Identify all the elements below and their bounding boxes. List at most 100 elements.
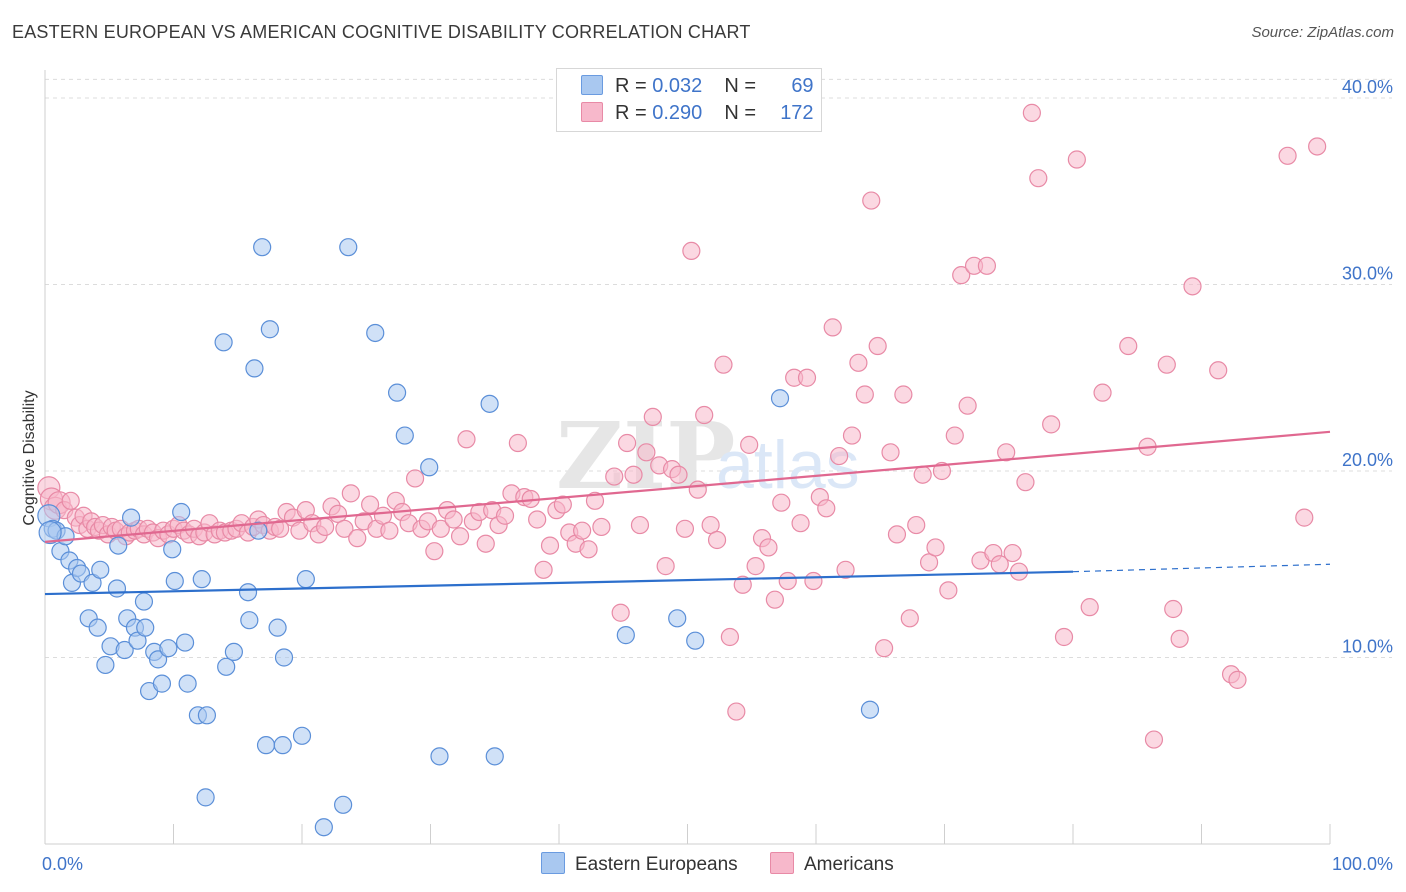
point-eastern-european-16: [109, 536, 128, 555]
point-eastern-european-12: [91, 560, 110, 579]
point-american-83: [495, 506, 515, 525]
point-eastern-european-54: [334, 795, 353, 814]
point-eastern-european-62: [485, 747, 504, 766]
point-american-112: [688, 480, 707, 499]
point-eastern-european-27: [152, 674, 172, 693]
point-eastern-european-17: [115, 640, 134, 660]
point-american-72: [425, 542, 444, 561]
point-american-129: [797, 368, 817, 387]
point-american-73: [431, 519, 450, 538]
point-american-145: [900, 609, 919, 628]
point-eastern-european-56: [366, 323, 385, 343]
point-american-180: [1228, 670, 1247, 689]
point-american-128: [791, 514, 810, 533]
point-eastern-european-31: [172, 502, 191, 522]
point-eastern-european-42: [240, 611, 259, 630]
point-american-178: [1209, 361, 1228, 380]
point-american-152: [945, 426, 964, 445]
point-american-144: [894, 385, 913, 404]
point-american-5: [61, 491, 80, 510]
point-american-111: [682, 241, 701, 261]
point-eastern-european-41: [238, 583, 258, 602]
point-american-98: [592, 517, 611, 537]
point-american-76: [450, 527, 470, 546]
point-american-177: [1183, 277, 1202, 296]
point-american-154: [958, 396, 977, 415]
point-eastern-european-29: [163, 540, 182, 559]
point-eastern-european-46: [256, 736, 276, 755]
point-american-119: [733, 575, 752, 594]
point-eastern-european-35: [192, 570, 211, 589]
stats-n-label: N =: [724, 75, 762, 97]
point-american-151: [939, 581, 958, 600]
point-eastern-european-15: [107, 579, 127, 598]
point-american-97: [585, 491, 605, 510]
point-american-92: [553, 495, 572, 514]
point-american-163: [1016, 473, 1035, 492]
point-eastern-european-61: [480, 394, 499, 413]
point-american-118: [727, 702, 746, 721]
point-eastern-european-40: [224, 642, 243, 661]
point-american-103: [630, 515, 650, 535]
point-american-147: [913, 465, 932, 484]
point-eastern-european-30: [165, 571, 184, 591]
point-american-100: [611, 603, 630, 622]
legend-item-americans[interactable]: Americans: [770, 852, 894, 876]
point-eastern-european-44: [249, 521, 268, 540]
point-american-55: [316, 517, 335, 537]
point-american-60: [348, 529, 367, 548]
point-american-75: [444, 510, 463, 529]
y-tick-label: 30.0%: [1342, 263, 1393, 283]
point-eastern-european-65: [686, 631, 705, 650]
point-american-161: [1003, 543, 1022, 563]
point-american-77: [457, 430, 476, 449]
point-american-95: [573, 521, 592, 540]
watermark-atlas: atlas: [716, 427, 860, 503]
point-american-110: [675, 519, 695, 538]
point-american-89: [534, 560, 553, 579]
stats-r-label: R =: [615, 102, 653, 124]
point-american-88: [528, 510, 547, 529]
stats-row-americans: R = 0.290 N = 172: [581, 102, 814, 126]
point-american-125: [772, 493, 791, 512]
point-american-182: [1295, 508, 1314, 527]
point-american-105: [643, 407, 662, 427]
point-american-109: [669, 465, 688, 484]
point-eastern-european-13: [96, 655, 115, 675]
point-american-175: [1164, 599, 1183, 619]
point-american-123: [759, 538, 778, 557]
point-american-165: [1029, 169, 1048, 188]
x-tick-label: 100.0%: [1332, 854, 1393, 874]
point-eastern-european-23: [136, 618, 155, 637]
trend-line-eastern-europeans: [44, 570, 1074, 596]
point-american-80: [476, 534, 495, 553]
point-eastern-european-28: [159, 639, 178, 658]
point-american-107: [656, 557, 675, 576]
point-eastern-european-68: [38, 520, 62, 545]
point-american-48: [271, 519, 290, 538]
point-eastern-european-37: [196, 788, 215, 807]
point-american-85: [508, 433, 527, 453]
point-american-121: [746, 557, 765, 576]
stats-n-value: 69: [791, 75, 814, 97]
point-eastern-european-57: [387, 383, 407, 402]
point-eastern-european-67: [860, 700, 880, 719]
stats-n-value: 172: [780, 102, 814, 124]
swatch-eastern-europeans: [581, 75, 603, 95]
legend-item-eastern-europeans[interactable]: Eastern Europeans: [541, 852, 738, 876]
point-american-166: [1042, 415, 1061, 434]
swatch-americans: [581, 102, 603, 122]
y-axis-label: Cognitive Disability: [21, 390, 38, 525]
point-eastern-european-19: [121, 508, 141, 527]
stats-row-eastern-europeans: R = 0.032 N = 69: [581, 75, 814, 99]
point-american-124: [765, 590, 784, 609]
point-american-117: [720, 627, 740, 647]
point-american-69: [405, 469, 425, 488]
point-american-104: [637, 443, 656, 462]
point-american-160: [997, 443, 1016, 462]
point-eastern-european-63: [616, 626, 635, 645]
point-american-90: [540, 536, 560, 555]
axes: 10.0% 20.0% 30.0% 40.0% 0.0% 100.0%: [42, 70, 1393, 874]
point-american-115: [707, 530, 727, 550]
